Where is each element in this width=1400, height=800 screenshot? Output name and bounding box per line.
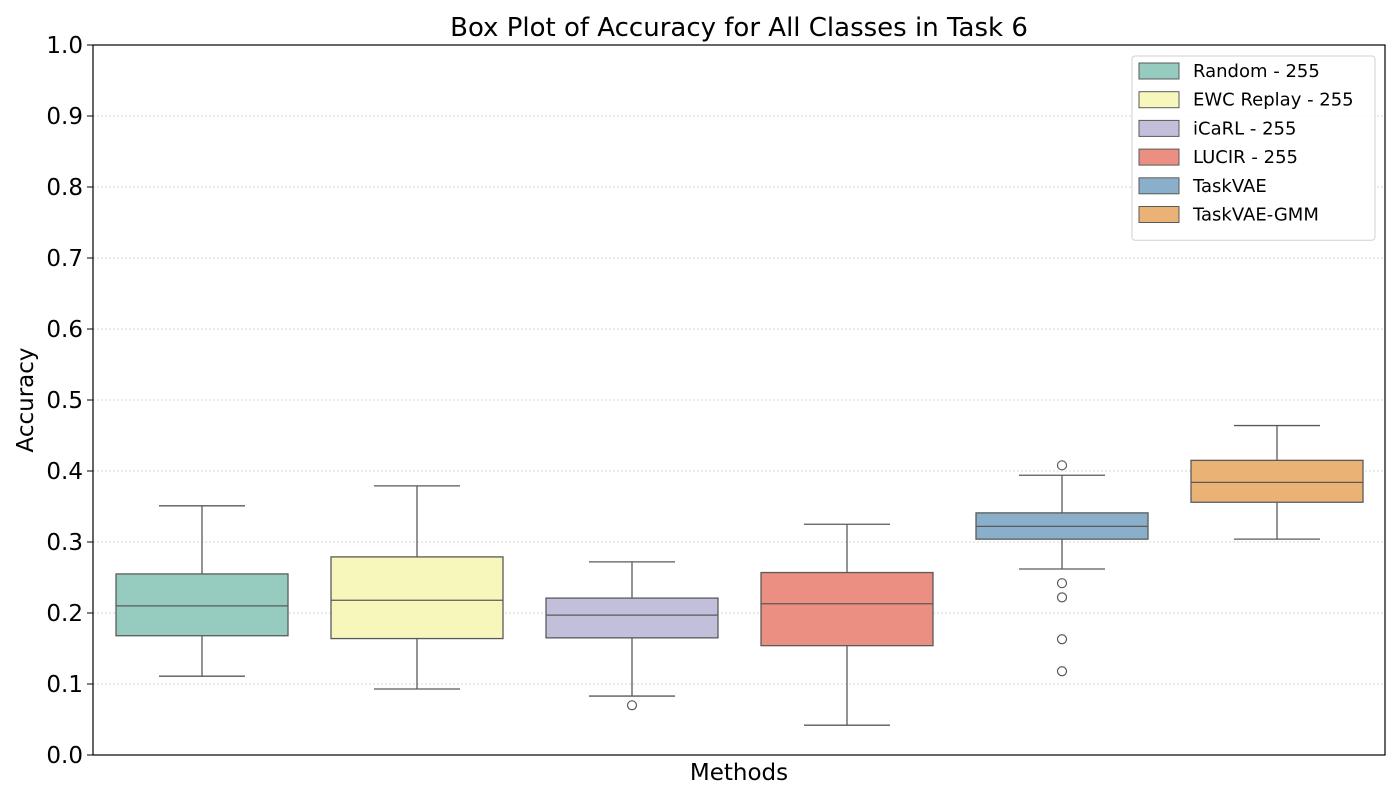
box-group <box>115 505 289 677</box>
y-tick-label: 0.6 <box>46 317 83 343</box>
box-iqr <box>330 556 504 640</box>
box-group <box>760 523 934 726</box>
box-group <box>330 485 504 690</box>
outlier-point <box>626 700 638 711</box>
legend-swatch <box>1138 62 1180 80</box>
x-axis-label: Methods <box>690 760 788 786</box>
box-iqr <box>545 597 719 639</box>
legend-frame <box>1131 55 1376 241</box>
legend-swatch <box>1138 206 1180 223</box>
outlier-point <box>1056 592 1068 603</box>
box-iqr <box>760 571 934 647</box>
outlier-point <box>1056 634 1068 645</box>
box-plot-series <box>115 424 1364 726</box>
box-group <box>545 561 719 711</box>
y-tick-label: 0.0 <box>46 743 83 769</box>
box-iqr <box>115 573 289 637</box>
y-tick-label: 1.0 <box>46 33 83 59</box>
y-tick-label: 0.2 <box>46 601 83 627</box>
legend-label: Random - 255 <box>1193 61 1320 82</box>
legend-swatch <box>1138 119 1180 137</box>
outlier-point <box>1056 666 1068 677</box>
chart-title: Box Plot of Accuracy for All Classes in … <box>450 13 1028 43</box>
legend-label: iCaRL - 255 <box>1193 118 1296 139</box>
outlier-point <box>1056 578 1068 589</box>
y-tick-label: 0.1 <box>46 672 83 698</box>
y-tick-label: 0.3 <box>46 530 83 556</box>
y-axis-ticks: 0.0 0.1 0.2 0.3 0.4 0.5 0.6 0.7 0.8 0.9 1.0 <box>46 33 93 769</box>
legend-swatch <box>1138 177 1180 195</box>
box-group <box>1190 424 1364 540</box>
y-axis-label: Accuracy <box>13 347 39 452</box>
legend-label: TaskVAE <box>1192 176 1267 197</box>
legend-label: EWC Replay - 255 <box>1193 90 1354 111</box>
y-tick-label: 0.8 <box>46 175 83 201</box>
legend: Random - 255 EWC Replay - 255 iCaRL - 255 L… <box>1131 55 1376 241</box>
box-group <box>975 460 1149 677</box>
legend-swatch <box>1138 148 1180 166</box>
box-iqr <box>1190 459 1364 503</box>
y-tick-label: 0.9 <box>46 104 83 130</box>
legend-label: LUCIR - 255 <box>1193 147 1298 168</box>
legend-swatch <box>1138 91 1180 109</box>
y-tick-label: 0.5 <box>46 388 83 414</box>
outlier-point <box>1056 460 1068 471</box>
legend-label: TaskVAE-GMM <box>1192 205 1319 226</box>
y-tick-label: 0.7 <box>46 246 83 272</box>
y-tick-label: 0.4 <box>46 459 83 485</box>
